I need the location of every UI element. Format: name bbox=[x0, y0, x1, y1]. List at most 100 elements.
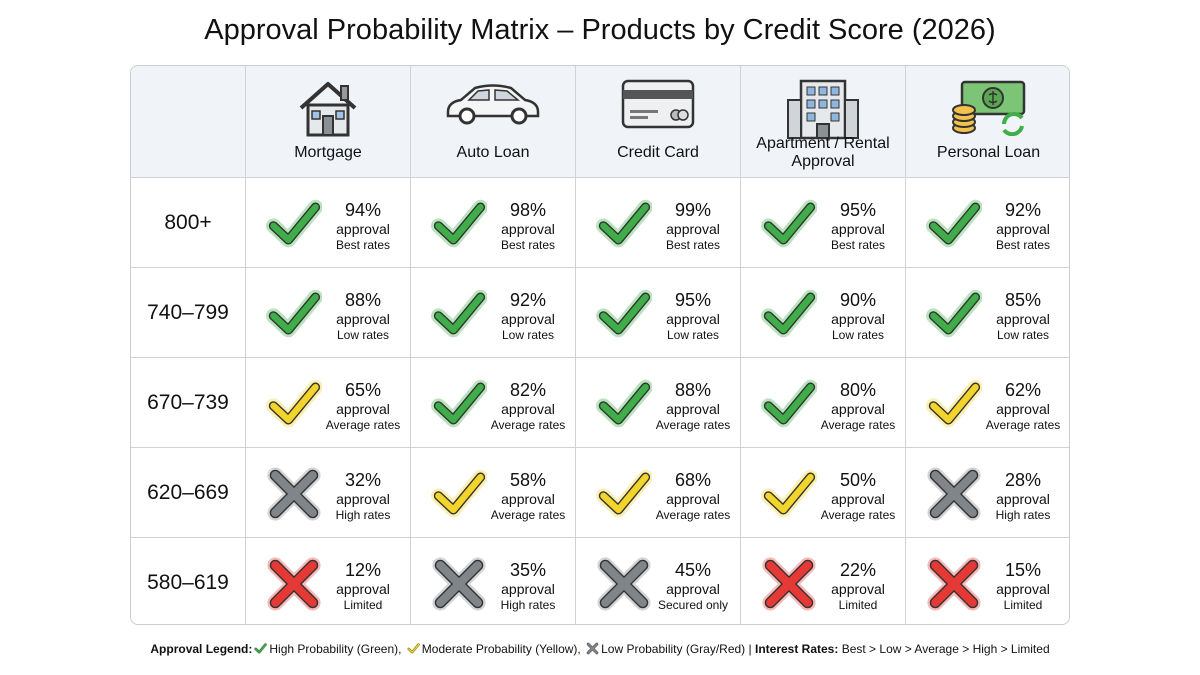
legend-heading: Approval Legend: bbox=[150, 642, 253, 656]
check-icon bbox=[761, 379, 818, 428]
approval-percent: 88% bbox=[344, 290, 382, 310]
approval-label: approval bbox=[831, 581, 885, 597]
x-icon bbox=[927, 557, 981, 611]
check-icon bbox=[406, 642, 421, 654]
matrix-cell: 65% approval Average rates bbox=[246, 358, 411, 448]
matrix-cell: 82% approval Average rates bbox=[411, 358, 576, 448]
check-icon bbox=[596, 199, 653, 248]
legend: Approval Legend: High Probability (Green)… bbox=[0, 642, 1200, 656]
status-icon bbox=[596, 196, 653, 257]
approval-label: approval bbox=[501, 221, 555, 237]
column-header: Apartment / Rental Approval bbox=[741, 66, 906, 178]
status-icon bbox=[431, 376, 488, 437]
status-icon bbox=[761, 196, 818, 257]
approval-label: approval bbox=[336, 491, 390, 507]
approval-percent: 62% bbox=[1004, 380, 1042, 400]
status-icon bbox=[431, 196, 488, 257]
status-icon bbox=[926, 196, 983, 257]
matrix-cell: 22% approval Limited bbox=[741, 538, 906, 624]
product-icon bbox=[620, 78, 696, 135]
approval-label: approval bbox=[831, 491, 885, 507]
status-icon bbox=[761, 556, 817, 617]
approval-percent: 45% bbox=[674, 560, 712, 580]
column-header: Mortgage bbox=[246, 66, 411, 178]
matrix-cell: 88% approval Low rates bbox=[246, 268, 411, 358]
rate-label: Limited bbox=[838, 598, 878, 612]
approval-percent: 85% bbox=[1004, 290, 1042, 310]
score-label: 620–669 bbox=[131, 448, 246, 538]
matrix-cell: 68% approval Average rates bbox=[576, 448, 741, 538]
approval-percent: 65% bbox=[344, 380, 382, 400]
check-icon bbox=[596, 289, 653, 338]
rate-label: Limited bbox=[1003, 598, 1043, 612]
approval-percent: 92% bbox=[509, 290, 547, 310]
status-icon bbox=[431, 466, 488, 527]
status-icon bbox=[926, 466, 982, 527]
check-icon bbox=[266, 289, 323, 338]
approval-label: approval bbox=[501, 401, 555, 417]
matrix-cell: 95% approval Best rates bbox=[741, 178, 906, 268]
approval-percent: 90% bbox=[839, 290, 877, 310]
check-icon bbox=[596, 379, 653, 428]
approval-percent: 94% bbox=[344, 200, 382, 220]
approval-label: approval bbox=[336, 581, 390, 597]
x-icon bbox=[432, 557, 486, 611]
matrix-cell: 12% approval Limited bbox=[246, 538, 411, 624]
rate-label: Best rates bbox=[500, 238, 556, 252]
status-icon bbox=[926, 286, 983, 347]
score-label: 580–619 bbox=[131, 538, 246, 624]
status-icon bbox=[431, 556, 487, 617]
status-icon bbox=[596, 376, 653, 437]
corner-cell bbox=[131, 66, 246, 178]
rate-label: Best rates bbox=[995, 238, 1051, 252]
approval-label: approval bbox=[831, 311, 885, 327]
check-icon bbox=[431, 379, 488, 428]
matrix-cell: 50% approval Average rates bbox=[741, 448, 906, 538]
approval-label: approval bbox=[831, 221, 885, 237]
column-header: Auto Loan bbox=[411, 66, 576, 178]
matrix-cell: 58% approval Average rates bbox=[411, 448, 576, 538]
score-label: 670–739 bbox=[131, 358, 246, 448]
status-icon bbox=[596, 286, 653, 347]
check-icon bbox=[761, 469, 818, 518]
column-name: Mortgage bbox=[294, 144, 362, 161]
approval-percent: 35% bbox=[509, 560, 547, 580]
approval-label: approval bbox=[996, 401, 1050, 417]
rate-label: High rates bbox=[500, 598, 556, 612]
x-icon bbox=[586, 642, 599, 655]
approval-label: approval bbox=[336, 401, 390, 417]
product-icon bbox=[293, 78, 363, 143]
rate-label: Average rates bbox=[490, 418, 566, 432]
rates-heading: Interest Rates: bbox=[754, 642, 839, 656]
legend-icon bbox=[584, 642, 601, 656]
matrix-cell: 98% approval Best rates bbox=[411, 178, 576, 268]
approval-percent: 88% bbox=[674, 380, 712, 400]
approval-percent: 32% bbox=[344, 470, 382, 490]
check-icon bbox=[761, 199, 818, 248]
legend-text: Moderate Probability (Yellow), bbox=[421, 642, 581, 656]
rates-text: Best > Low > Average > High > Limited bbox=[841, 642, 1050, 656]
column-name: Personal Loan bbox=[936, 144, 1041, 161]
matrix: Mortgage Auto Loan Credit Card Apartment / … bbox=[130, 65, 1070, 625]
check-icon bbox=[431, 469, 488, 518]
column-header: Personal Loan bbox=[906, 66, 1069, 178]
status-icon bbox=[761, 466, 818, 527]
approval-percent: 95% bbox=[674, 290, 712, 310]
rate-label: Average rates bbox=[655, 418, 731, 432]
status-icon bbox=[266, 466, 322, 527]
approval-percent: 15% bbox=[1004, 560, 1042, 580]
approval-label: approval bbox=[336, 311, 390, 327]
approval-label: approval bbox=[666, 581, 720, 597]
rate-label: Low rates bbox=[666, 328, 720, 342]
column-name: Credit Card bbox=[617, 144, 699, 161]
matrix-cell: 88% approval Average rates bbox=[576, 358, 741, 448]
status-icon bbox=[266, 556, 322, 617]
x-icon bbox=[267, 467, 321, 521]
rate-label: Average rates bbox=[985, 418, 1061, 432]
rate-label: Low rates bbox=[831, 328, 885, 342]
matrix-cell: 62% approval Average rates bbox=[906, 358, 1069, 448]
approval-percent: 95% bbox=[839, 200, 877, 220]
rate-label: Best rates bbox=[665, 238, 721, 252]
matrix-cell: 92% approval Best rates bbox=[906, 178, 1069, 268]
